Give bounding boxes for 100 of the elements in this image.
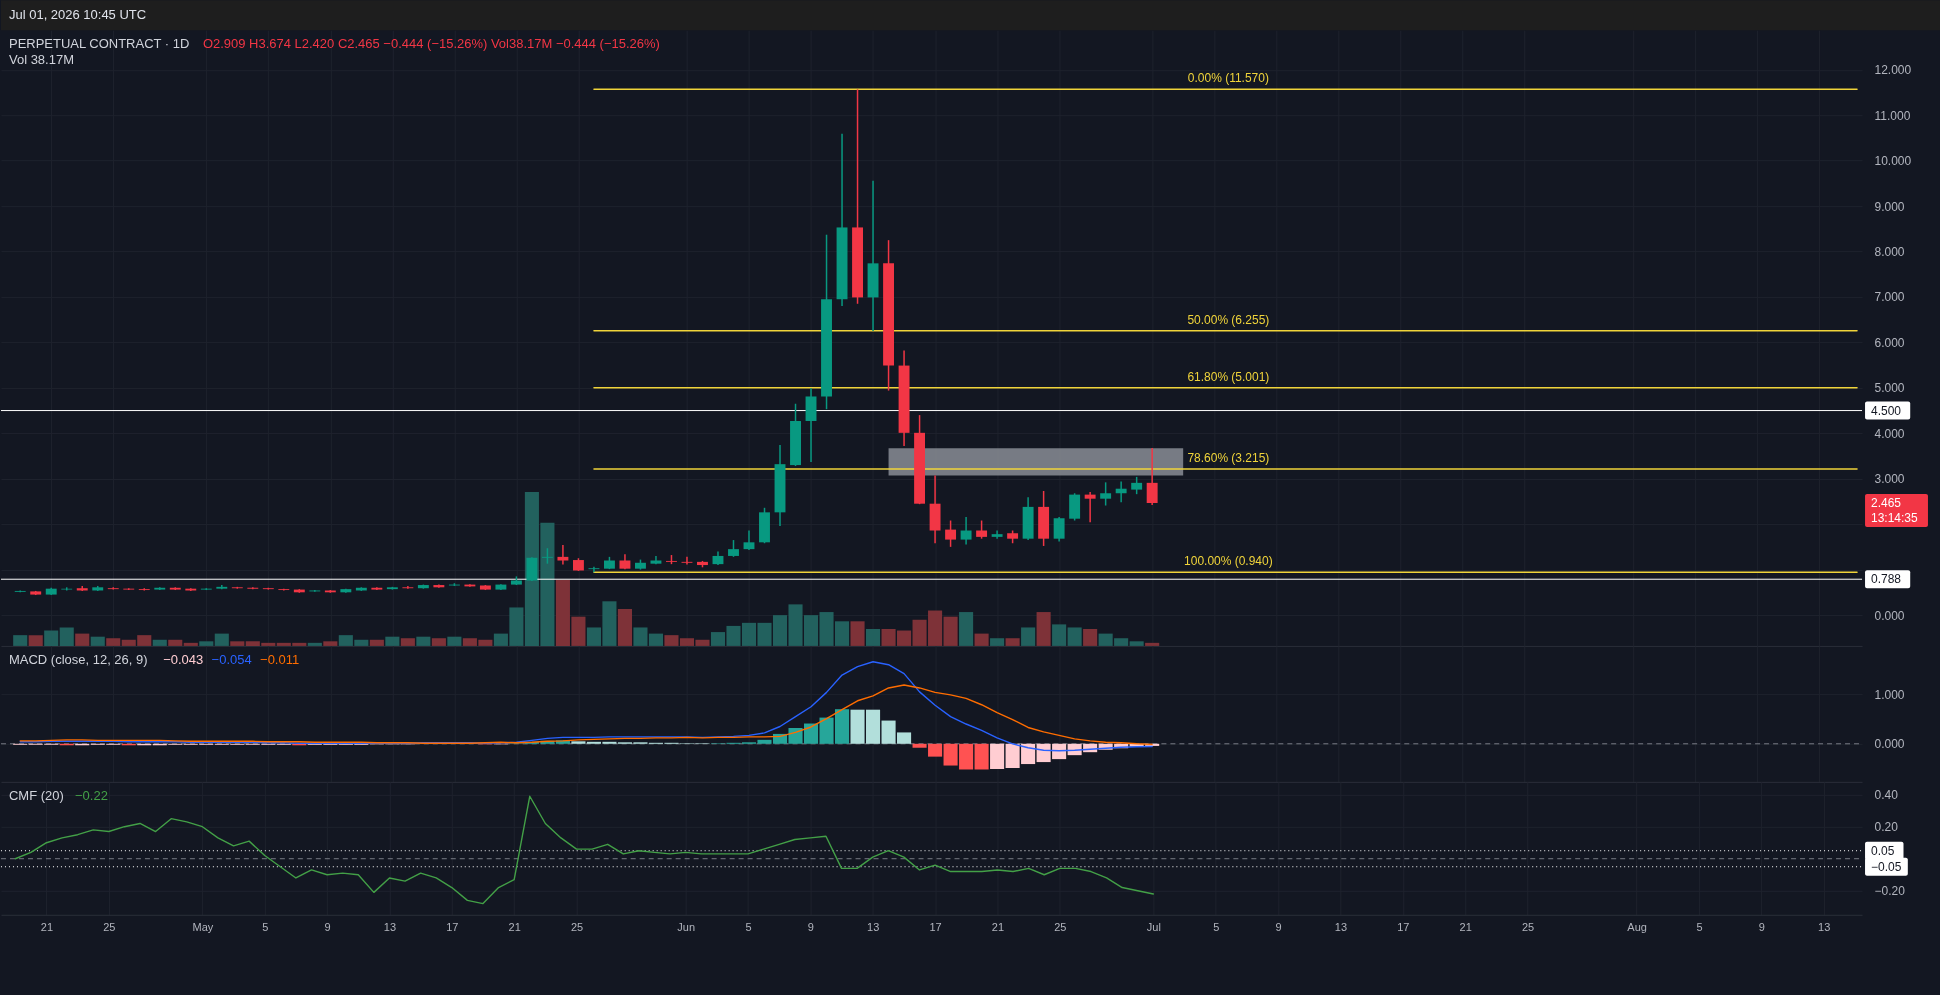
bar (13, 635, 28, 646)
candlestick (107, 586, 119, 591)
x-tick-label: 13 (1334, 921, 1348, 934)
candlestick (1100, 481, 1112, 507)
x-tick-label: 13 (867, 921, 880, 934)
bar (90, 636, 105, 646)
y-tick-label: −0.20 (1874, 884, 1906, 899)
x-tick-label: 25 (103, 921, 116, 934)
candlestick (1146, 447, 1158, 506)
candlestick (526, 556, 538, 582)
ref-line-label: −0.05 (1871, 859, 1902, 874)
x-tick-label: 9 (1758, 921, 1765, 934)
chart-title: CMF (20) (9, 787, 64, 803)
x-tick-label: 9 (1275, 921, 1282, 934)
series-label: 78.60% (3.215) (1187, 450, 1270, 465)
bar (866, 628, 881, 646)
x-tick-label: 21 (1459, 921, 1472, 934)
x-tick-label: Jun (677, 921, 696, 934)
bar (431, 638, 446, 646)
bar (571, 741, 586, 744)
y-tick-label: 1.000 (1874, 687, 1905, 702)
bar (1145, 642, 1160, 646)
bar (75, 633, 90, 646)
y-tick-label: 12.000 (1874, 63, 1912, 78)
text: Jul 01, 2026 10:45 UTC (9, 7, 147, 23)
y-tick-label: 4.000 (1874, 426, 1905, 441)
bar (959, 612, 974, 646)
x-tick-label: Aug (1627, 921, 1647, 934)
bar (214, 633, 229, 646)
ref-line-label: 4.500 (1871, 403, 1902, 418)
bar (1129, 641, 1144, 646)
text: 2.465 (1871, 496, 1902, 511)
x-tick-label: 17 (929, 921, 942, 934)
candlestick (681, 556, 693, 566)
candlestick (945, 519, 957, 548)
candlestick (557, 544, 569, 566)
y-tick-label: 7.000 (1874, 290, 1905, 305)
bar (943, 616, 958, 646)
text: 13:14:35 (1871, 511, 1919, 526)
x-tick-label: 25 (1521, 921, 1535, 934)
series-label: 50.00% (6.255) (1187, 312, 1270, 327)
series-label: 100.00% (0.940) (1184, 554, 1273, 569)
x-tick-label: 9 (324, 921, 331, 934)
x-tick-label: 17 (1397, 921, 1410, 934)
x-tick-label: 5 (1213, 921, 1220, 934)
bar (850, 621, 865, 646)
bar (369, 639, 384, 646)
bar (199, 641, 214, 646)
x-tick-label: 21 (508, 921, 521, 934)
bar (44, 630, 59, 646)
x-tick-label: Jul (1146, 921, 1161, 934)
y-tick-label: 0.20 (1874, 820, 1899, 835)
bar (152, 639, 167, 646)
candlestick (402, 585, 414, 590)
y-tick-label: 11.000 (1874, 108, 1911, 123)
y-tick-label: 6.000 (1874, 335, 1905, 350)
chart-title: Vol 38.17M (9, 52, 74, 68)
x-tick-label: 21 (991, 921, 1005, 934)
bar (106, 638, 121, 646)
x-tick-label: 13 (1818, 921, 1831, 934)
bar (974, 633, 989, 646)
bar (416, 636, 431, 646)
bar (1005, 638, 1020, 646)
bar (59, 627, 74, 646)
bar (400, 638, 415, 646)
text: PERPETUAL CONTRACT · 1D (9, 36, 190, 52)
x-tick-label: 5 (1696, 921, 1703, 934)
ref-line-label: 0.05 (1871, 843, 1895, 858)
x-tick-label: 5 (262, 921, 269, 934)
annotation: −0.22 (75, 787, 108, 803)
bar (1021, 627, 1036, 646)
candlestick (743, 529, 755, 551)
bar (1052, 624, 1067, 646)
candlestick (960, 516, 972, 546)
series-label: 61.80% (5.001) (1187, 369, 1270, 384)
bar (385, 636, 400, 646)
y-tick-label: 0.000 (1874, 608, 1905, 623)
x-tick-label: 9 (807, 921, 814, 934)
bar (28, 635, 43, 646)
y-tick-label: 8.000 (1874, 245, 1905, 260)
bar (323, 641, 338, 646)
bar (990, 638, 1005, 646)
y-tick-label: 3.000 (1874, 472, 1905, 487)
bar (183, 642, 198, 646)
annotation: −0.043 (163, 651, 204, 667)
y-tick-label: 0.40 (1874, 788, 1899, 803)
bar (1083, 628, 1098, 646)
y-tick-label: 0.000 (1874, 737, 1905, 752)
x-tick-label: 25 (1054, 921, 1067, 934)
x-tick-label: 17 (446, 921, 459, 934)
bar (168, 639, 183, 646)
bar (230, 641, 245, 646)
bar (974, 743, 989, 770)
bar (307, 642, 322, 646)
y-tick-label: 9.000 (1874, 199, 1905, 214)
annotation: −0.011 (260, 651, 300, 667)
x-tick-label: 5 (745, 921, 752, 934)
candlestick (1053, 516, 1065, 543)
series-label: 0.00% (11.570) (1187, 71, 1269, 86)
bar (617, 608, 632, 646)
